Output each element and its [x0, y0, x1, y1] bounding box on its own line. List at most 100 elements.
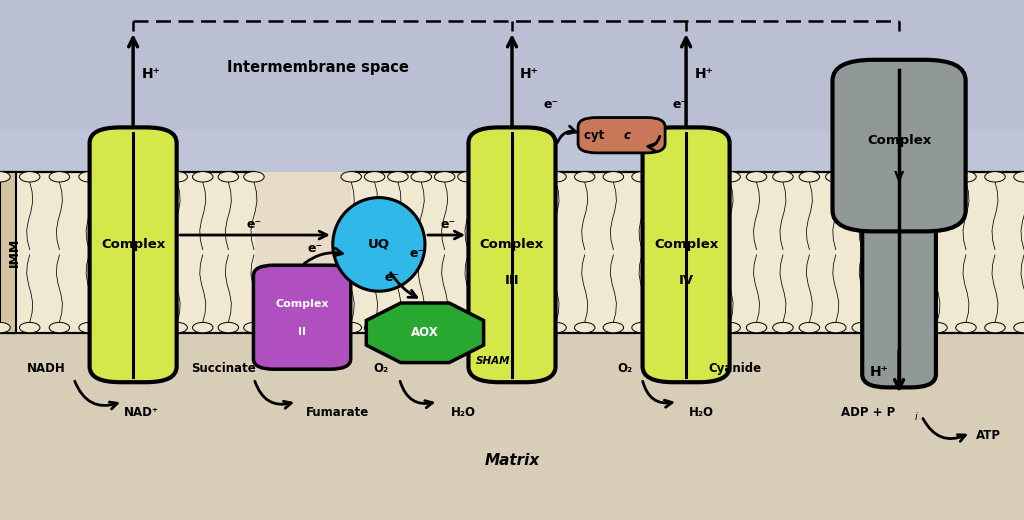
- Circle shape: [0, 322, 10, 333]
- Circle shape: [546, 172, 566, 182]
- Circle shape: [19, 322, 40, 333]
- FancyBboxPatch shape: [90, 127, 176, 382]
- Circle shape: [341, 172, 361, 182]
- Circle shape: [244, 322, 264, 333]
- Circle shape: [341, 322, 361, 333]
- Circle shape: [0, 172, 10, 182]
- Circle shape: [1014, 172, 1024, 182]
- Polygon shape: [367, 303, 483, 362]
- Bar: [0, 0, 1024, 172]
- Circle shape: [632, 172, 652, 182]
- FancyBboxPatch shape: [833, 60, 966, 231]
- Circle shape: [773, 172, 794, 182]
- Circle shape: [244, 172, 264, 182]
- Text: e⁻: e⁻: [308, 241, 323, 255]
- Text: O₂: O₂: [374, 362, 388, 375]
- Circle shape: [458, 172, 478, 182]
- Text: O₂: O₂: [617, 362, 632, 375]
- Text: I: I: [131, 275, 135, 287]
- Text: SHAM: SHAM: [476, 356, 511, 366]
- Circle shape: [574, 172, 595, 182]
- FancyBboxPatch shape: [578, 118, 666, 153]
- Text: Fumarate: Fumarate: [306, 406, 370, 419]
- Circle shape: [434, 322, 455, 333]
- Circle shape: [388, 172, 409, 182]
- Circle shape: [799, 322, 819, 333]
- Text: NADH: NADH: [27, 362, 66, 375]
- Bar: [0, 0, 1024, 130]
- Text: Complex: Complex: [654, 238, 718, 251]
- Text: H⁺: H⁺: [141, 67, 160, 81]
- Circle shape: [365, 322, 385, 333]
- Circle shape: [603, 172, 624, 182]
- Text: Complex: Complex: [480, 238, 544, 251]
- Circle shape: [603, 322, 624, 333]
- Circle shape: [19, 172, 40, 182]
- Circle shape: [985, 172, 1006, 182]
- Circle shape: [927, 322, 947, 333]
- Circle shape: [985, 322, 1006, 333]
- Text: NAD⁺: NAD⁺: [124, 406, 159, 419]
- FancyBboxPatch shape: [469, 127, 555, 382]
- Text: e⁻: e⁻: [673, 98, 687, 111]
- Circle shape: [193, 322, 213, 333]
- Text: V: V: [894, 171, 904, 184]
- Text: cyt: cyt: [584, 129, 608, 142]
- Circle shape: [388, 322, 409, 333]
- Circle shape: [773, 322, 794, 333]
- FancyBboxPatch shape: [254, 265, 350, 369]
- Circle shape: [825, 172, 846, 182]
- Circle shape: [746, 322, 767, 333]
- Text: UQ: UQ: [368, 238, 390, 251]
- Bar: [0, 172, 1024, 333]
- Circle shape: [955, 322, 976, 333]
- Circle shape: [852, 322, 872, 333]
- Circle shape: [411, 172, 431, 182]
- Text: Complex: Complex: [275, 299, 329, 309]
- Circle shape: [434, 172, 455, 182]
- Text: H₂O: H₂O: [452, 406, 476, 419]
- Text: H⁺: H⁺: [520, 67, 539, 81]
- Text: e⁻: e⁻: [441, 218, 456, 231]
- Circle shape: [167, 322, 187, 333]
- Text: e⁻: e⁻: [410, 248, 424, 261]
- Text: c: c: [624, 129, 631, 142]
- Circle shape: [365, 172, 385, 182]
- FancyBboxPatch shape: [862, 205, 936, 387]
- Circle shape: [458, 322, 478, 333]
- Text: H⁺: H⁺: [694, 67, 713, 81]
- Text: e⁻: e⁻: [385, 271, 399, 284]
- Text: Intermembrane space: Intermembrane space: [226, 60, 409, 75]
- FancyBboxPatch shape: [643, 127, 729, 382]
- Text: H⁺: H⁺: [870, 365, 889, 379]
- Circle shape: [218, 322, 239, 333]
- Circle shape: [546, 322, 566, 333]
- Text: IV: IV: [679, 275, 693, 287]
- Circle shape: [49, 172, 70, 182]
- Circle shape: [167, 172, 187, 182]
- Text: Succinate: Succinate: [190, 362, 256, 375]
- Ellipse shape: [333, 198, 425, 291]
- Text: Matrix: Matrix: [484, 453, 540, 467]
- Circle shape: [720, 322, 740, 333]
- Circle shape: [927, 172, 947, 182]
- Text: II: II: [298, 327, 306, 337]
- Text: AOX: AOX: [411, 327, 439, 340]
- Text: Complex: Complex: [101, 238, 165, 251]
- Text: IMM: IMM: [8, 238, 20, 267]
- Circle shape: [720, 172, 740, 182]
- Text: ADP + P: ADP + P: [842, 406, 895, 419]
- Circle shape: [825, 322, 846, 333]
- Text: III: III: [505, 275, 519, 287]
- Circle shape: [799, 172, 819, 182]
- Bar: [0, 172, 16, 333]
- Text: Cyanide: Cyanide: [709, 362, 762, 375]
- Circle shape: [746, 172, 767, 182]
- Text: ATP: ATP: [976, 430, 1000, 443]
- Circle shape: [79, 172, 99, 182]
- Text: i: i: [914, 412, 918, 422]
- Circle shape: [411, 322, 431, 333]
- Bar: [0, 333, 1024, 520]
- Circle shape: [574, 322, 595, 333]
- Circle shape: [193, 172, 213, 182]
